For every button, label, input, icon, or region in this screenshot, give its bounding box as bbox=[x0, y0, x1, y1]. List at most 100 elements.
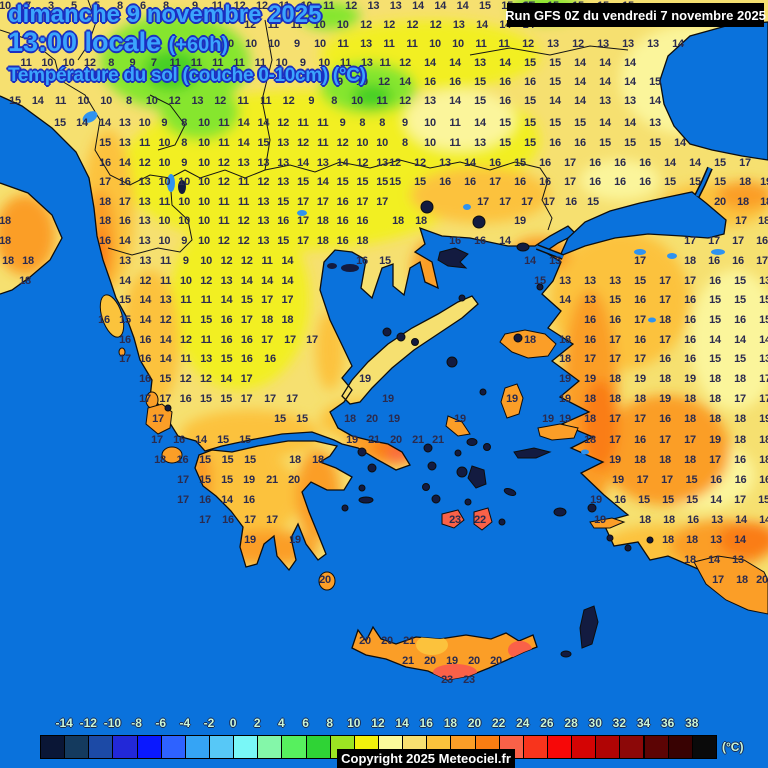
temp-value: 17 bbox=[634, 255, 646, 267]
crete-island bbox=[351, 625, 538, 681]
temp-value: 16 bbox=[659, 353, 671, 365]
temp-value: 15 bbox=[714, 157, 726, 169]
scale-tick-label: 6 bbox=[302, 716, 309, 730]
temp-value: 11 bbox=[498, 38, 510, 50]
temp-value: 14 bbox=[674, 137, 686, 149]
temp-value: 13 bbox=[547, 38, 559, 50]
temp-value: 10 bbox=[178, 196, 191, 208]
temp-value: 14 bbox=[118, 235, 131, 247]
temp-value: 15 bbox=[239, 434, 251, 446]
scale-tick-label: -14 bbox=[55, 716, 73, 730]
temp-value: 11 bbox=[267, 19, 279, 31]
temp-value: 17 bbox=[584, 353, 596, 365]
temp-value: 11 bbox=[180, 353, 192, 365]
temp-value: 14 bbox=[261, 275, 274, 287]
temp-value: 22 bbox=[474, 514, 486, 526]
temp-value: 16 bbox=[118, 215, 131, 227]
temp-value: 17 bbox=[99, 176, 111, 188]
date-title: dimanche 9 novembre 2025 bbox=[8, 1, 322, 28]
temp-value: 18 bbox=[584, 393, 596, 405]
temp-value: 14 bbox=[599, 57, 611, 69]
temp-value: 16 bbox=[139, 373, 151, 385]
temp-value: 16 bbox=[589, 157, 601, 169]
temp-value: 13 bbox=[584, 294, 596, 306]
temp-value: 12 bbox=[336, 137, 349, 149]
islands bbox=[99, 200, 768, 658]
temp-value: 14 bbox=[281, 255, 294, 267]
temp-value: 17 bbox=[609, 413, 621, 425]
temp-value: 18 bbox=[736, 574, 748, 586]
temp-value: 13 bbox=[277, 176, 290, 188]
temp-value: 10 bbox=[100, 95, 113, 107]
scale-tick-label: -2 bbox=[203, 716, 215, 730]
temp-value: 5 bbox=[71, 0, 77, 12]
temp-value: 15 bbox=[686, 494, 698, 506]
scale-tick-label: 28 bbox=[564, 716, 578, 730]
temp-value: 15 bbox=[549, 57, 561, 69]
temp-value: 12 bbox=[217, 176, 230, 188]
temp-value: 10 bbox=[351, 95, 363, 107]
temp-value: 17 bbox=[152, 413, 164, 425]
temp-value: 14 bbox=[499, 235, 511, 247]
temp-value: 16 bbox=[514, 176, 526, 188]
temp-value: 15 bbox=[499, 117, 511, 129]
temp-value: 17 bbox=[609, 353, 621, 365]
temp-value: 17 bbox=[316, 196, 329, 208]
temp-value: 11 bbox=[158, 196, 171, 208]
temp-value: 17 bbox=[684, 434, 696, 446]
temp-value: 17 bbox=[286, 393, 298, 405]
temp-value: 13 bbox=[138, 176, 151, 188]
temp-value: 11 bbox=[339, 57, 352, 69]
temp-value: 15 bbox=[709, 314, 721, 326]
scale-tick-label: 2 bbox=[253, 716, 261, 730]
scale-cell bbox=[40, 735, 66, 759]
temp-value: 16 bbox=[710, 474, 722, 486]
temp-value: 14 bbox=[524, 255, 536, 267]
temp-value: 15 bbox=[297, 176, 309, 188]
temp-value: 21 bbox=[266, 474, 278, 486]
temp-value: 16 bbox=[614, 176, 626, 188]
scale-tick-label: 22 bbox=[491, 716, 506, 730]
temp-value: 10 bbox=[145, 95, 158, 107]
temp-value: 14 bbox=[139, 314, 152, 326]
temp-value: 15 bbox=[200, 314, 213, 326]
temp-value: 9 bbox=[181, 157, 188, 169]
temp-value: 10 bbox=[313, 19, 326, 31]
temp-value: 12 bbox=[214, 95, 227, 107]
temp-value: 12 bbox=[217, 157, 230, 169]
scale-cell bbox=[184, 735, 210, 759]
temp-value: 15 bbox=[574, 117, 586, 129]
temp-value: 15 bbox=[296, 413, 308, 425]
run-info-label: Run GFS 0Z du vendredi 7 novembre 2025 bbox=[505, 7, 766, 23]
temp-value: 18 bbox=[684, 454, 696, 466]
temp-value: 11 bbox=[237, 176, 250, 188]
scale-cell bbox=[667, 735, 693, 759]
temp-value: 11 bbox=[200, 294, 212, 306]
temp-value: 15 bbox=[624, 137, 636, 149]
temp-value: 15 bbox=[99, 137, 111, 149]
temp-value: 15 bbox=[474, 76, 486, 88]
temp-value: 14 bbox=[257, 117, 270, 129]
scale-tick-label: -6 bbox=[155, 716, 167, 730]
temp-value: 11 bbox=[218, 137, 230, 149]
temp-value: 17 bbox=[489, 176, 501, 188]
temp-value: 13 bbox=[389, 0, 402, 12]
temp-value: 13 bbox=[257, 157, 270, 169]
temp-value: 19 bbox=[559, 373, 571, 385]
temp-value: 16 bbox=[639, 176, 651, 188]
temp-value: 12 bbox=[399, 95, 411, 107]
temp-value: 9 bbox=[337, 76, 343, 88]
temp-value: 18 bbox=[684, 393, 696, 405]
temp-value: 14 bbox=[734, 334, 746, 346]
temp-value: 10 bbox=[356, 137, 369, 149]
temp-value: 10 bbox=[198, 176, 210, 188]
temp-value: 20 bbox=[490, 655, 502, 667]
temp-value: 19 bbox=[382, 393, 394, 405]
temp-value: 18 bbox=[316, 215, 329, 227]
temp-value: 11 bbox=[475, 38, 487, 50]
temp-value: 15 bbox=[549, 76, 561, 88]
temp-value: 12 bbox=[345, 0, 358, 12]
temp-value: 19 bbox=[684, 373, 696, 385]
temp-value: 15 bbox=[759, 294, 768, 306]
temp-value: 12 bbox=[257, 176, 270, 188]
